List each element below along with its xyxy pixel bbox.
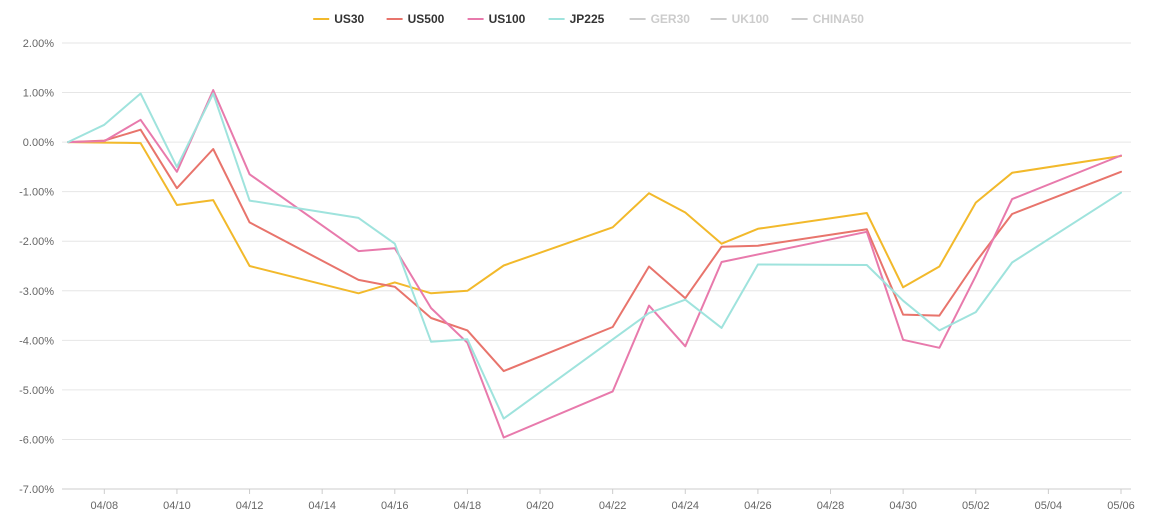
y-tick-label: 0.00% bbox=[23, 137, 54, 149]
y-tick-label: -4.00% bbox=[19, 335, 54, 347]
x-tick-label: 04/10 bbox=[163, 500, 191, 512]
x-tick-label: 04/20 bbox=[526, 500, 554, 512]
legend-item-jp225[interactable]: JP225 bbox=[548, 12, 605, 26]
x-tick-label: 04/12 bbox=[236, 500, 264, 512]
legend-label: JP225 bbox=[570, 12, 605, 26]
series-line-jp225 bbox=[67, 92, 1122, 420]
series-layer bbox=[67, 89, 1122, 439]
x-tick-label: 05/06 bbox=[1107, 500, 1135, 512]
legend-item-us500[interactable]: US500 bbox=[386, 12, 445, 26]
y-tick-label: -5.00% bbox=[19, 385, 54, 397]
legend-label: US500 bbox=[408, 12, 445, 26]
legend-item-china50[interactable]: CHINA50 bbox=[791, 12, 865, 26]
y-tick-label: -3.00% bbox=[19, 286, 54, 298]
x-tick-label: 05/04 bbox=[1035, 500, 1063, 512]
y-tick-label: 1.00% bbox=[23, 88, 54, 100]
series-line-us500 bbox=[67, 128, 1122, 373]
legend-label: CHINA50 bbox=[813, 12, 865, 26]
x-tick-label: 04/18 bbox=[454, 500, 482, 512]
x-tick-label: 04/08 bbox=[91, 500, 119, 512]
y-axis: 2.00% 1.00% 0.00% -1.00% -2.00% -3.00% -4.00% -… bbox=[19, 38, 54, 496]
y-tick-label: -7.00% bbox=[19, 484, 54, 496]
y-tick-label: -1.00% bbox=[19, 187, 54, 199]
legend: US30 US500 US100 JP225 GER30 UK100 CHINA50 bbox=[313, 12, 864, 26]
x-tick-label: 04/22 bbox=[599, 500, 627, 512]
legend-item-uk100[interactable]: UK100 bbox=[710, 12, 770, 26]
x-tick-label: 04/16 bbox=[381, 500, 409, 512]
x-tick-label: 04/28 bbox=[817, 500, 845, 512]
x-axis: 04/08 04/10 04/12 04/14 04/16 04/18 04/20 04/22… bbox=[62, 488, 1135, 512]
y-tick-label: -6.00% bbox=[19, 434, 54, 446]
legend-item-ger30[interactable]: GER30 bbox=[629, 12, 691, 26]
x-tick-label: 05/02 bbox=[962, 500, 990, 512]
legend-label: GER30 bbox=[651, 12, 691, 26]
x-tick-label: 04/24 bbox=[672, 500, 700, 512]
series-line-us30 bbox=[67, 141, 1122, 295]
legend-label: US30 bbox=[334, 12, 364, 26]
y-tick-label: -2.00% bbox=[19, 236, 54, 248]
x-tick-label: 04/14 bbox=[308, 500, 336, 512]
x-tick-label: 04/26 bbox=[744, 500, 772, 512]
x-tick-label: 04/30 bbox=[889, 500, 917, 512]
legend-label: UK100 bbox=[732, 12, 770, 26]
legend-item-us30[interactable]: US30 bbox=[313, 12, 365, 26]
legend-item-us100[interactable]: US100 bbox=[467, 12, 526, 26]
y-tick-label: 2.00% bbox=[23, 38, 54, 50]
legend-label: US100 bbox=[489, 12, 526, 26]
